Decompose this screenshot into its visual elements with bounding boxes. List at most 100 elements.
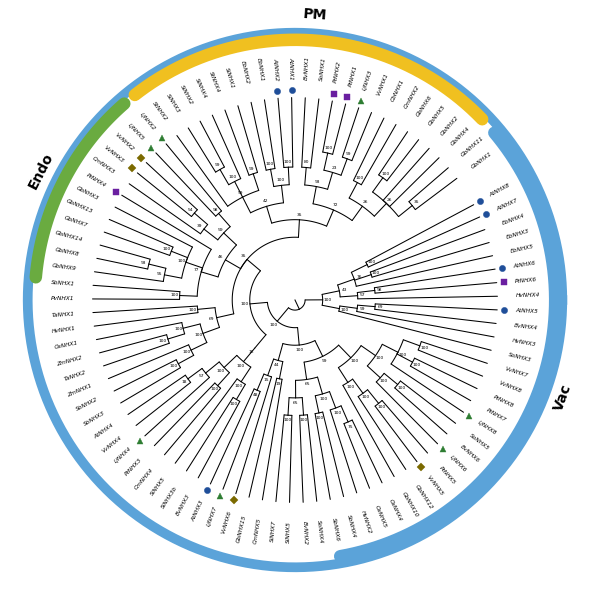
Text: 100: 100 [300,418,308,422]
Text: AtNHX4: AtNHX4 [93,423,114,440]
Text: 18: 18 [181,380,186,384]
Text: GbNHX5: GbNHX5 [428,104,447,127]
Text: SbNHX3: SbNHX3 [83,410,106,427]
Text: PtNHX4: PtNHX4 [86,172,107,188]
Text: HvNHX1: HvNHX1 [52,326,77,334]
Text: 100: 100 [356,176,364,180]
Text: PtNHX7: PtNHX7 [485,407,507,423]
Text: AtNHX8: AtNHX8 [489,183,511,199]
Text: VvNHX8: VvNHX8 [499,380,523,394]
Text: 100: 100 [376,356,384,361]
Text: VvNHX1: VvNHX1 [376,73,390,97]
Text: AtNHX1: AtNHX1 [289,56,294,79]
Text: 100: 100 [188,308,196,312]
Text: 100: 100 [182,350,191,355]
Text: EbNHX5: EbNHX5 [510,244,535,254]
Text: 98: 98 [212,208,218,212]
Text: LjNHX6: LjNHX6 [448,455,467,473]
Text: 48: 48 [253,393,258,397]
Text: VvNHX4: VvNHX4 [101,435,123,454]
Text: SbNHX2: SbNHX2 [76,397,99,412]
Text: 93: 93 [314,179,320,184]
Text: GbNHX14: GbNHX14 [54,230,83,242]
Text: 15: 15 [263,378,269,382]
Text: SlNHX3: SlNHX3 [165,92,181,114]
Text: GbNHX6: GbNHX6 [415,95,434,118]
Text: 23: 23 [331,166,337,170]
Text: SlNHX1: SlNHX1 [224,67,235,89]
Text: LjNHX7: LjNHX7 [206,505,219,527]
Text: BvNHX2: BvNHX2 [301,520,307,545]
Text: 43: 43 [342,288,347,292]
Text: 100: 100 [340,308,349,311]
Text: 100: 100 [217,369,225,373]
Text: BvNHX4: BvNHX4 [514,323,538,331]
Text: EbNHX3: EbNHX3 [506,228,530,240]
Text: BvNHX6: BvNHX6 [459,444,480,464]
Text: VvNHX7: VvNHX7 [504,367,528,379]
Text: HvNHX2: HvNHX2 [360,509,372,534]
Text: VvNHX5: VvNHX5 [426,475,444,497]
Text: 39: 39 [197,224,203,228]
Text: EbNHX1: EbNHX1 [255,58,264,82]
Text: EbNHX4: EbNHX4 [501,212,525,226]
Text: Endo: Endo [25,150,55,191]
Text: SbNHX4: SbNHX4 [346,514,356,538]
Text: 100: 100 [177,259,185,263]
Text: LjNHX8: LjNHX8 [477,420,498,436]
Text: 100: 100 [378,406,386,409]
Text: LjNHX2: LjNHX2 [139,112,156,131]
Text: LjNHX4: LjNHX4 [114,446,133,464]
Text: 100: 100 [350,359,359,364]
Text: OsNHX5: OsNHX5 [374,504,388,529]
Text: 26: 26 [387,198,392,202]
Text: 98: 98 [377,288,382,292]
Text: GbNHX13: GbNHX13 [65,199,93,214]
Text: 100: 100 [230,402,238,406]
Text: GbNHX1: GbNHX1 [470,151,493,169]
Text: SlNHX2: SlNHX2 [179,85,194,106]
Text: PvNHX1: PvNHX1 [51,296,74,301]
Text: SlNHX7: SlNHX7 [270,520,277,542]
Text: GbNHX9: GbNHX9 [51,263,77,272]
Text: 65: 65 [293,401,299,405]
Text: 42: 42 [263,199,268,203]
Text: 100: 100 [398,386,406,390]
Text: TaNHX1: TaNHX1 [51,311,75,317]
Text: PtNHX5: PtNHX5 [438,465,456,485]
Text: SbNHX6: SbNHX6 [331,517,340,541]
Text: 35: 35 [414,200,419,205]
Text: SoNHX1: SoNHX1 [319,57,326,81]
Text: 69: 69 [209,317,214,321]
Text: TaNHX2: TaNHX2 [64,370,87,382]
Text: 16: 16 [249,350,254,354]
Text: 100: 100 [398,353,407,356]
Text: 76: 76 [356,275,362,280]
Text: 99: 99 [238,191,243,194]
Text: SoNHX4: SoNHX4 [316,519,324,544]
Text: SoNHX5: SoNHX5 [468,433,490,451]
Text: VvNHX2: VvNHX2 [114,132,135,152]
Text: 99: 99 [215,163,220,167]
Text: 100: 100 [159,338,167,343]
Text: 35: 35 [240,254,246,258]
Text: EbNHX2: EbNHX2 [240,61,250,85]
Text: 100: 100 [382,172,390,176]
Text: OsNHX4: OsNHX4 [388,498,402,522]
Text: 100: 100 [266,163,274,166]
Text: 100: 100 [421,346,429,350]
Text: 65: 65 [304,382,310,386]
Text: 80: 80 [304,160,309,164]
Text: 100: 100 [362,395,370,400]
Text: 100: 100 [316,416,324,420]
Text: AtNHX2: AtNHX2 [272,57,279,80]
Text: 100: 100 [323,298,332,302]
Text: BvNHX3: BvNHX3 [176,493,192,516]
Text: GbNHX2: GbNHX2 [440,115,460,136]
Text: 100: 100 [380,379,388,383]
Text: CmNHX2: CmNHX2 [403,85,421,110]
Text: AtNHX6: AtNHX6 [513,260,536,269]
Text: VvNHX6: VvNHX6 [221,511,233,535]
Text: 77: 77 [194,268,199,272]
Text: 57: 57 [360,293,365,298]
